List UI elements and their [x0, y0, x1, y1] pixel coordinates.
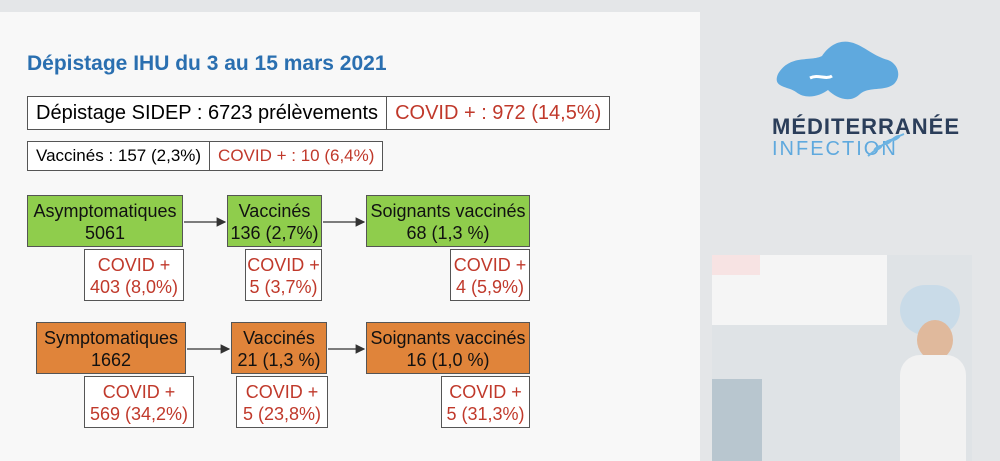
projected-red-fragment	[712, 255, 760, 275]
asymptomatic-caregivers-count: 68 (1,3 %)	[406, 223, 490, 243]
asymptomatic-vaccinated-label: Vaccinés	[238, 201, 311, 221]
asymptomatic-caregivers-covid-box: COVID + 4 (5,9%)	[450, 249, 530, 301]
symptomatic-covid-box: COVID + 569 (34,2%)	[84, 376, 194, 428]
symptomatic-covid-label: COVID +	[102, 382, 176, 402]
asymptomatic-covid-value: 403 (8,0%)	[89, 277, 179, 297]
camera-inset	[712, 255, 972, 461]
symptomatic-caregivers-box: Soignants vaccinés 16 (1,0 %)	[366, 322, 530, 374]
sidep-summary: Dépistage SIDEP : 6723 prélèvements COVI…	[27, 96, 611, 130]
symptomatic-vaccinated-label: Vaccinés	[243, 328, 315, 348]
asymptomatic-covid-label: COVID +	[97, 255, 171, 275]
asymptomatic-caregivers-box: Soignants vaccinés 68 (1,3 %)	[366, 195, 530, 247]
symptomatic-caregivers-covid-box: COVID + 5 (31,3%)	[441, 376, 530, 428]
asymptomatic-vaccinated-count: 136 (2,7%)	[230, 223, 319, 243]
symptomatic-caregivers-label: Soignants vaccinés	[370, 328, 526, 348]
olive-branch-icon	[867, 133, 905, 157]
asymptomatic-vaccinated-covid-box: COVID + 5 (3,7%)	[245, 249, 322, 301]
mediterranee-map-logo	[776, 41, 899, 100]
symptomatic-count: 1662	[90, 350, 132, 370]
speaker-head	[917, 320, 953, 360]
vaccinated-summary: Vaccinés : 157 (2,3%) COVID + : 10 (6,4%…	[27, 141, 384, 171]
logo-line2: INFECTION	[772, 138, 898, 160]
asymptomatic-caregivers-covid-value: 4 (5,9%)	[455, 277, 525, 297]
asymptomatic-count: 5061	[84, 223, 126, 243]
asymptomatic-vaccinated-box: Vaccinés 136 (2,7%)	[227, 195, 322, 247]
symptomatic-covid-value: 569 (34,2%)	[89, 404, 189, 424]
symptomatic-vaccinated-count: 21 (1,3 %)	[237, 350, 321, 370]
asymptomatic-label: Asymptomatiques	[33, 201, 177, 221]
sidep-covid: COVID + : 972 (14,5%)	[386, 97, 609, 129]
symptomatic-label: Symptomatiques	[43, 328, 179, 348]
symptomatic-vaccinated-covid-value: 5 (23,8%)	[242, 404, 322, 424]
symptomatic-caregivers-covid-value: 5 (31,3%)	[446, 404, 525, 424]
asymptomatic-caregivers-covid-label: COVID +	[453, 255, 527, 275]
asymptomatic-caregivers-label: Soignants vaccinés	[370, 201, 526, 221]
vaccinated-total: Vaccinés : 157 (2,3%)	[36, 146, 202, 165]
symptomatic-vaccinated-covid-label: COVID +	[245, 382, 319, 402]
room-equipment	[712, 379, 762, 461]
asymptomatic-vaccinated-covid-label: COVID +	[247, 255, 320, 275]
asymptomatic-covid-box: COVID + 403 (8,0%)	[84, 249, 184, 301]
asymptomatic-box: Asymptomatiques 5061	[27, 195, 183, 247]
speaker-body	[900, 355, 966, 461]
symptomatic-caregivers-covid-label: COVID +	[449, 382, 522, 402]
slide-title: Dépistage IHU du 3 au 15 mars 2021	[27, 52, 387, 75]
symptomatic-box: Symptomatiques 1662	[36, 322, 186, 374]
vaccinated-covid: COVID + : 10 (6,4%)	[209, 142, 382, 170]
asymptomatic-vaccinated-covid-value: 5 (3,7%)	[249, 277, 318, 297]
symptomatic-caregivers-count: 16 (1,0 %)	[406, 350, 490, 370]
sidep-total: Dépistage SIDEP : 6723 prélèvements	[36, 102, 379, 124]
symptomatic-vaccinated-box: Vaccinés 21 (1,3 %)	[231, 322, 327, 374]
logo-line1: MÉDITERRANÉE	[772, 114, 961, 139]
symptomatic-vaccinated-covid-box: COVID + 5 (23,8%)	[236, 376, 328, 428]
